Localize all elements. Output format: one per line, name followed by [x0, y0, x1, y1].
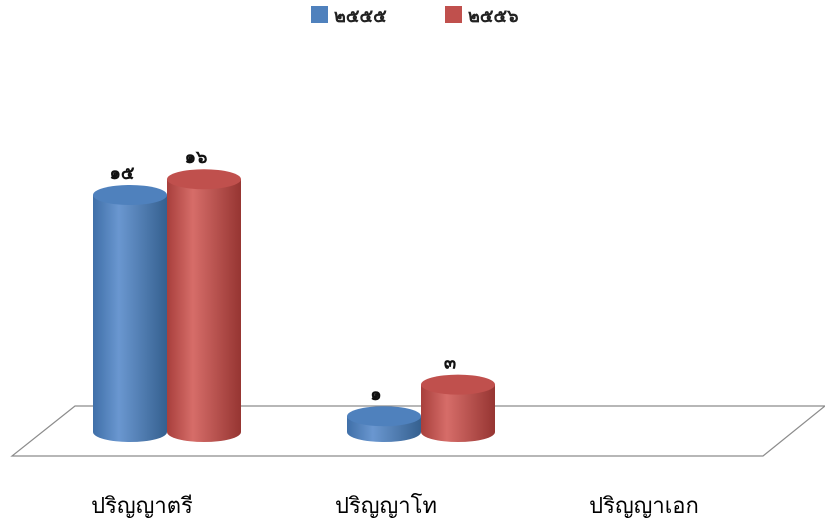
- bar-body: [167, 179, 241, 442]
- bar-body: [93, 195, 167, 442]
- legend-swatch-series-1: [311, 6, 328, 23]
- category-label-bachelor: ปริญญาตรี: [91, 494, 193, 519]
- bar-master-series-1: [347, 406, 421, 442]
- bar-top: [347, 406, 421, 427]
- category-label-master: ปริญญาโท: [335, 493, 437, 519]
- bar-master-series-2: [421, 374, 495, 442]
- category-label-doctorate: ปริญญาเอก: [589, 494, 699, 519]
- data-label-master-series-1: ๑: [370, 384, 381, 405]
- bar-bachelor-series-2: [167, 169, 241, 442]
- legend-label-series-2: ๒๕๕๖: [468, 6, 519, 27]
- bar-top: [421, 374, 495, 395]
- bar-top: [93, 185, 167, 205]
- bars-layer: ๑๕ ๑๖๑ ๓: [93, 147, 495, 442]
- data-label-bachelor-series-2: ๑๖: [185, 147, 208, 168]
- bar-bachelor-series-1: [93, 185, 167, 442]
- legend-swatch-series-2: [445, 6, 462, 23]
- bar-top: [167, 169, 241, 190]
- legend: ๒๕๕๕ ๒๕๕๖: [311, 6, 519, 27]
- legend-label-series-1: ๒๕๕๕: [334, 6, 387, 27]
- bar-body: [421, 384, 495, 442]
- category-labels: ปริญญาตรี ปริญญาโท ปริญญาเอก: [91, 493, 699, 519]
- data-label-master-series-2: ๓: [444, 353, 456, 374]
- data-label-bachelor-series-1: ๑๕: [109, 163, 134, 184]
- chart-floor: [10, 405, 825, 457]
